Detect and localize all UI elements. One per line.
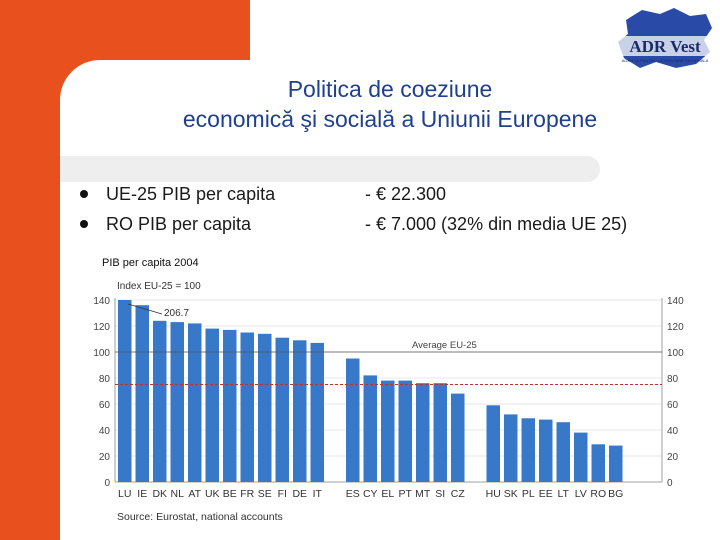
y-tick-label-left: 100	[93, 348, 110, 359]
y-tick-label-left: 120	[93, 322, 110, 333]
x-tick-label: DE	[292, 488, 307, 500]
bar	[574, 432, 588, 482]
bar	[591, 444, 605, 482]
bullet-value: - € 7.000 (32% din media UE 25)	[365, 214, 628, 234]
y-tick-label-left: 80	[99, 374, 111, 385]
x-tick-label: IE	[137, 488, 147, 500]
bar	[381, 380, 395, 482]
bullet-label: RO PIB per capita	[106, 214, 252, 234]
y-tick-label-left: 20	[99, 452, 111, 463]
bar	[135, 305, 149, 482]
x-tick-label: EE	[539, 488, 553, 500]
x-tick-label: LV	[575, 488, 587, 500]
y-tick-label-right: 0	[667, 478, 673, 489]
x-tick-label: CZ	[451, 488, 466, 500]
chart-caption: PIB per capita 2004	[102, 257, 199, 269]
x-tick-label: HU	[486, 488, 501, 500]
bar	[258, 333, 272, 482]
bar	[539, 419, 553, 482]
bar	[556, 422, 570, 482]
y-tick-label-left: 60	[99, 400, 111, 411]
bar	[346, 358, 360, 482]
y-tick-label-left: 0	[104, 478, 110, 489]
x-tick-label: PT	[399, 488, 413, 500]
bullet-value: - € 22.300	[365, 184, 447, 204]
x-tick-label: UK	[205, 488, 220, 500]
bar	[293, 340, 307, 482]
x-tick-label: BE	[223, 488, 237, 500]
bullet-dot-icon	[80, 220, 88, 228]
chart-source: Source: Eurostat, national accounts	[117, 511, 283, 523]
x-tick-label: CY	[363, 488, 378, 500]
bullet-dot-icon	[80, 190, 88, 198]
x-tick-label: FR	[240, 488, 254, 500]
title-divider-bar	[60, 156, 600, 182]
bar	[433, 383, 447, 482]
x-tick-label: MT	[415, 488, 431, 500]
x-tick-label: SK	[504, 488, 518, 500]
bar	[310, 342, 324, 482]
x-tick-label: PL	[522, 488, 535, 500]
bar	[275, 337, 289, 482]
gdp-per-capita-chart: 0 0 20 20 40 40 60 60 80 80 100 100 120 120 140 140 LU IE…	[93, 281, 684, 523]
y-tick-label-right: 80	[667, 374, 679, 385]
bar	[363, 375, 377, 482]
chart-index-label: Index EU-25 = 100	[117, 281, 201, 292]
y-tick-label-right: 100	[667, 348, 684, 359]
x-tick-label: ES	[346, 488, 360, 500]
y-tick-label-right: 140	[667, 296, 684, 307]
y-tick-label-right: 60	[667, 400, 679, 411]
x-tick-label: RO	[590, 488, 606, 500]
bar	[240, 332, 254, 482]
x-tick-label: DK	[152, 488, 167, 500]
bar	[118, 300, 132, 482]
annotation-label: 206.7	[164, 308, 189, 319]
average-label: Average EU-25	[412, 340, 477, 351]
logo-subtitle: AGENTIA PENTRU DEZVOLTARE REGIONALA	[622, 58, 709, 63]
x-tick-label: BG	[608, 488, 623, 500]
bar	[153, 320, 167, 482]
x-tick-label: NL	[171, 488, 185, 500]
bullet-label: UE-25 PIB per capita	[106, 184, 276, 204]
adr-vest-logo: ADR Vest AGENTIA PENTRU DEZVOLTARE REGIO…	[616, 8, 716, 68]
logo-text-background	[616, 36, 716, 56]
bar	[521, 418, 535, 482]
y-tick-label-right: 120	[667, 322, 684, 333]
y-tick-label-right: 20	[667, 452, 679, 463]
x-tick-label: AT	[188, 488, 201, 500]
x-tick-label: FI	[278, 488, 287, 500]
bar	[609, 445, 623, 482]
x-tick-label: EL	[381, 488, 394, 500]
y-tick-label-right: 40	[667, 426, 679, 437]
y-tick-label-left: 40	[99, 426, 111, 437]
bar	[188, 323, 202, 482]
annotation-leader-line	[127, 303, 163, 315]
title-line-2: economică şi socială a Uniunii Europene	[182, 106, 598, 132]
x-tick-label: LT	[558, 488, 570, 500]
title-line-1: Politica de coeziune	[287, 76, 493, 102]
y-tick-label-left: 140	[93, 296, 110, 307]
x-tick-label: SI	[435, 488, 445, 500]
bar	[223, 329, 237, 482]
bar	[398, 380, 412, 482]
bar	[170, 322, 184, 482]
x-tick-label: LU	[118, 488, 131, 500]
bar	[205, 328, 219, 482]
bar	[416, 383, 430, 482]
bar	[451, 393, 465, 482]
page-title: Politica de coeziune economică şi social…	[90, 74, 690, 134]
x-tick-label: IT	[313, 488, 323, 500]
logo-title: ADR Vest	[629, 37, 701, 56]
bar	[504, 414, 518, 482]
bar	[486, 405, 500, 482]
x-tick-label: SE	[258, 488, 272, 500]
